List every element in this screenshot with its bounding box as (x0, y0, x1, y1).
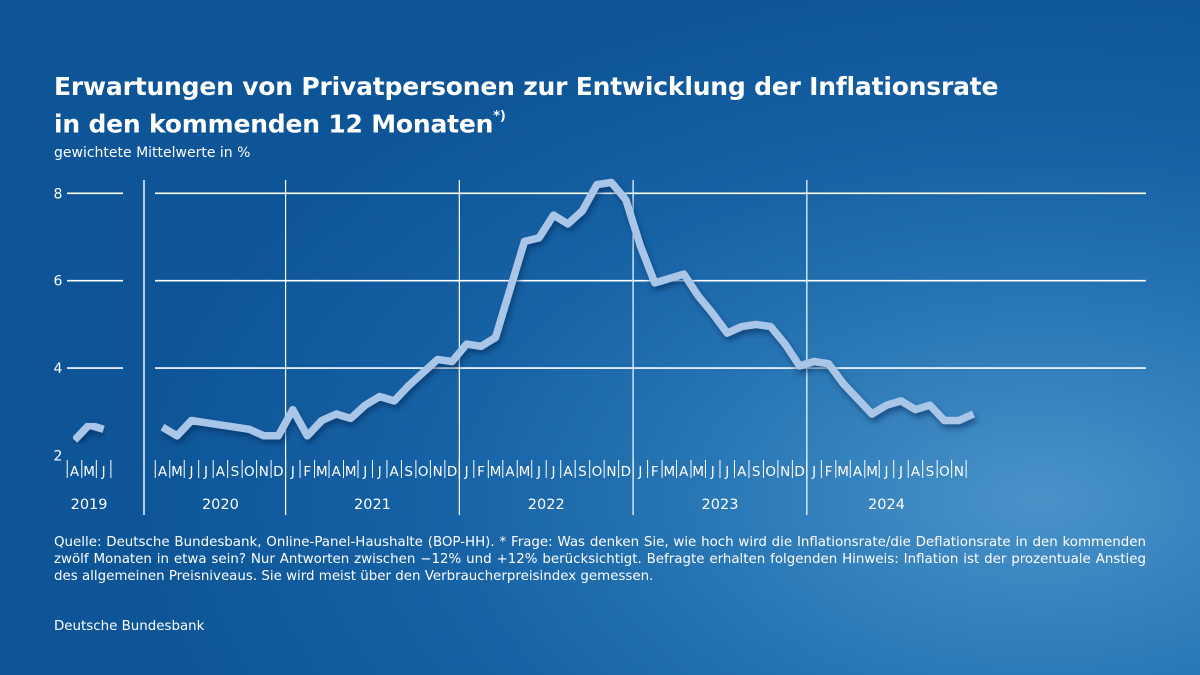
x-tick-label: M (316, 464, 328, 480)
x-tick-label: A (853, 464, 863, 480)
year-label: 2022 (528, 497, 565, 513)
x-tick-label: D (273, 464, 283, 480)
year-label: 2021 (354, 497, 391, 513)
series-line-2019 (71, 421, 105, 443)
year-label: 2019 (71, 497, 108, 513)
x-tick-label: F (651, 464, 659, 480)
x-tick-label: O (418, 464, 429, 480)
x-tick-label: M (663, 464, 675, 480)
x-tick-label: J (710, 464, 715, 480)
x-tick-label: J (188, 464, 193, 480)
x-tick-label: J (377, 464, 382, 480)
x-tick-label: F (303, 464, 311, 480)
year-label: 2024 (868, 497, 905, 513)
x-tick-label: M (171, 464, 183, 480)
y-tick-label: 2 (54, 449, 63, 465)
x-tick-label: D (447, 464, 457, 480)
publisher-label: Deutsche Bundesbank (54, 619, 205, 634)
x-tick-label: M (490, 464, 502, 480)
x-tick-label: S (578, 464, 587, 480)
y-tick-label: 6 (54, 274, 63, 290)
x-tick-label: A (332, 464, 342, 480)
title-line-2: in den kommenden 12 Monaten (54, 109, 494, 139)
x-tick-label: D (794, 464, 804, 480)
x-tick-label: N (780, 464, 790, 480)
title-line-1: Erwartungen von Privatpersonen zur Entwi… (54, 72, 999, 101)
x-tick-label: J (290, 464, 295, 480)
y-tick-label: 8 (54, 186, 63, 202)
x-tick-label: J (362, 464, 367, 480)
x-tick-label: J (203, 464, 208, 480)
x-tick-label: J (536, 464, 541, 480)
x-tick-label: O (939, 464, 950, 480)
y-axis: 2 4 6 8 (54, 186, 63, 464)
chart-subtitle: gewichtete Mittelwerte in % (54, 145, 251, 161)
x-tick-label: M (519, 464, 531, 480)
x-tick-label: J (811, 464, 816, 480)
x-tick-label: J (101, 464, 106, 480)
x-tick-label: J (550, 464, 555, 480)
x-tick-label: J (637, 464, 642, 480)
series-line-2020-2024 (160, 178, 975, 440)
x-tick-label: F (825, 464, 833, 480)
x-tick-label: O (244, 464, 255, 480)
x-tick-label: S (231, 464, 240, 480)
x-tick-label: A (563, 464, 573, 480)
x-tick-label: S (926, 464, 935, 480)
x-tick-label: A (505, 464, 515, 480)
x-tick-label: J (724, 464, 729, 480)
x-tick-label: A (216, 464, 226, 480)
x-tick-label: D (621, 464, 631, 480)
x-tick-label: N (259, 464, 269, 480)
x-tick-label: A (679, 464, 689, 480)
x-tick-label: A (158, 464, 168, 480)
x-tick-label: N (606, 464, 616, 480)
x-tick-label: S (752, 464, 761, 480)
x-tick-label: A (70, 464, 80, 480)
x-tick-label: A (390, 464, 400, 480)
chart-title: Erwartungen von Privatpersonen zur Entwi… (54, 70, 998, 140)
x-tick-label: M (866, 464, 878, 480)
year-label: 2023 (702, 497, 739, 513)
x-tick-label: O (592, 464, 603, 480)
source-footnote: Quelle: Deutsche Bundesbank, Online-Pane… (54, 535, 1146, 584)
x-tick-label: S (404, 464, 413, 480)
x-tick-label: A (911, 464, 921, 480)
x-tick-label: M (83, 464, 95, 480)
x-tick-label: J (884, 464, 889, 480)
x-tick-label: J (464, 464, 469, 480)
x-tick-label: N (954, 464, 964, 480)
title-footnote-mark: *) (493, 109, 506, 124)
year-label: 2020 (202, 497, 239, 513)
x-tick-label: J (898, 464, 903, 480)
series-group (71, 178, 975, 443)
x-tick-label: M (837, 464, 849, 480)
x-tick-label: M (692, 464, 704, 480)
x-tick-label: N (433, 464, 443, 480)
x-tick-label: M (345, 464, 357, 480)
x-tick-label: F (477, 464, 485, 480)
x-tick-label: O (765, 464, 776, 480)
y-tick-label: 4 (54, 361, 63, 377)
x-tick-label: A (737, 464, 747, 480)
